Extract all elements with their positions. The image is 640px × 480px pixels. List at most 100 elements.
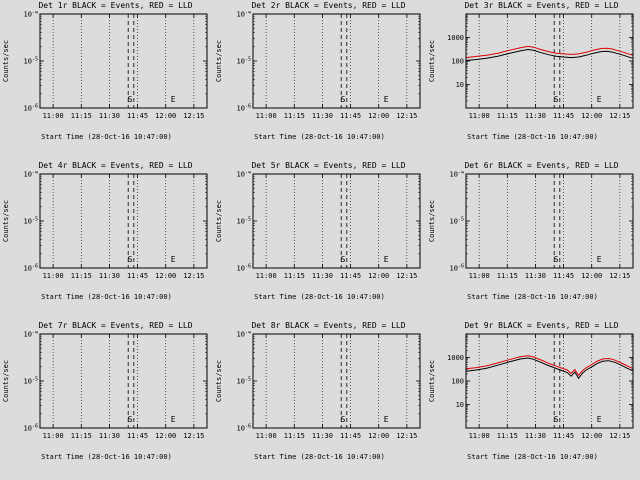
- x-tick-label: 11:45: [127, 432, 148, 440]
- flare-marker-E: E: [597, 415, 602, 424]
- x-tick-label: 11:15: [497, 112, 518, 120]
- x-tick-label: 11:30: [99, 432, 120, 440]
- panel-title: Det 2r BLACK = Events, RED = LLD: [251, 1, 406, 10]
- panel-title: Det 1r BLACK = Events, RED = LLD: [38, 1, 193, 10]
- flare-marker-E: E: [384, 95, 389, 104]
- x-tick-label: 12:15: [183, 432, 204, 440]
- panel-det-4r: Det 4r BLACK = Events, RED = LLD Counts/…: [0, 160, 213, 320]
- plot-frame: [39, 13, 208, 109]
- series-events: [465, 357, 634, 380]
- panel-title: Det 7r BLACK = Events, RED = LLD: [38, 321, 193, 330]
- x-tick-label: 11:45: [340, 432, 361, 440]
- x-tick-label: 12:00: [581, 272, 602, 280]
- flare-marker-E: E: [171, 415, 176, 424]
- flare-marker-S: S: [128, 255, 133, 264]
- y-tick-label: 10-4: [24, 171, 38, 179]
- x-tick-label: 11:15: [71, 272, 92, 280]
- y-tick-label: 10-5: [237, 217, 251, 226]
- flare-marker-E: E: [384, 415, 389, 424]
- y-tick-label: 1000: [447, 354, 464, 362]
- flare-marker-S: S: [341, 255, 346, 264]
- x-tick-label: 11:45: [340, 112, 361, 120]
- y-tick-label: 100: [451, 378, 464, 386]
- x-tick-label: 11:30: [525, 432, 546, 440]
- plot-area-det-1r: 11:00 11:15 11:30 11:45 12:00 12:15 10-4 10-5 10…: [24, 11, 208, 120]
- x-tick-label: 12:00: [155, 272, 176, 280]
- y-tick-label: 10-5: [450, 217, 464, 226]
- x-tick-label: 11:00: [256, 272, 277, 280]
- x-tick-label: 12:00: [581, 112, 602, 120]
- flare-marker-E: E: [597, 255, 602, 264]
- panel-det-8r: Det 8r BLACK = Events, RED = LLD Counts/…: [213, 320, 426, 480]
- x-tick-label: 11:15: [71, 112, 92, 120]
- panel-det-1r: Det 1r BLACK = Events, RED = LLD Counts/…: [0, 0, 213, 160]
- x-tick-label: 11:00: [469, 432, 490, 440]
- x-tick-label: 12:15: [609, 432, 630, 440]
- y-tick-label: 10-6: [24, 104, 38, 113]
- x-tick-label: 12:15: [396, 432, 417, 440]
- plot-frame: [465, 333, 634, 429]
- plot-frame: [39, 173, 208, 269]
- plot-area-det-2r: 11:00 11:15 11:30 11:45 12:00 12:15 10-4 10-5 10…: [237, 11, 421, 120]
- y-tick-label: 10-5: [24, 377, 38, 386]
- plot-frame: [465, 173, 634, 269]
- x-axis-label: Start Time (28-Oct-16 10:47:00): [467, 133, 598, 141]
- x-tick-label: 11:00: [43, 432, 64, 440]
- y-tick-label: 100: [451, 58, 464, 66]
- x-tick-label: 12:00: [155, 432, 176, 440]
- series-lld: [465, 355, 634, 377]
- x-tick-label: 12:15: [183, 272, 204, 280]
- y-tick-label: 10-4: [237, 331, 251, 339]
- y-tick-label: 10-5: [237, 377, 251, 386]
- x-axis-label: Start Time (28-Oct-16 10:47:00): [254, 453, 385, 461]
- x-tick-label: 11:15: [71, 432, 92, 440]
- y-tick-label: 10-4: [237, 11, 251, 19]
- y-tick-label: 10-6: [237, 104, 251, 113]
- flare-marker-S: S: [341, 415, 346, 424]
- panel-title: Det 5r BLACK = Events, RED = LLD: [251, 161, 406, 170]
- x-tick-label: 12:15: [396, 272, 417, 280]
- panel-det-3r: Det 3r BLACK = Events, RED = LLD Counts/…: [426, 0, 639, 160]
- y-tick-label: 10-6: [24, 264, 38, 273]
- x-tick-label: 11:30: [99, 112, 120, 120]
- panel-det-7r: Det 7r BLACK = Events, RED = LLD Counts/…: [0, 320, 213, 480]
- x-tick-label: 11:00: [469, 272, 490, 280]
- x-tick-label: 11:15: [497, 432, 518, 440]
- x-tick-label: 11:30: [525, 112, 546, 120]
- y-tick-label: 10-6: [237, 264, 251, 273]
- x-tick-label: 12:15: [183, 112, 204, 120]
- plot-frame: [252, 333, 421, 429]
- plot-frame: [252, 13, 421, 109]
- panel-title: Det 6r BLACK = Events, RED = LLD: [464, 161, 619, 170]
- panel-det-5r: Det 5r BLACK = Events, RED = LLD Counts/…: [213, 160, 426, 320]
- x-tick-label: 11:15: [284, 272, 305, 280]
- x-tick-label: 12:00: [368, 272, 389, 280]
- flare-marker-E: E: [384, 255, 389, 264]
- flare-marker-E: E: [171, 95, 176, 104]
- plot-area-det-4r: 11:00 11:15 11:30 11:45 12:00 12:15 10-4 10-5 10…: [24, 171, 208, 280]
- plot-area-det-9r: 11:00 11:15 11:30 11:45 12:00 12:15 1000 100 10 S…: [447, 333, 634, 440]
- x-tick-label: 11:45: [127, 112, 148, 120]
- flare-marker-S: S: [554, 95, 559, 104]
- y-tick-label: 10-4: [237, 171, 251, 179]
- plot-frame: [465, 13, 634, 109]
- y-tick-label: 10-4: [450, 171, 464, 179]
- y-tick-label: 10: [456, 81, 464, 89]
- panel-det-2r: Det 2r BLACK = Events, RED = LLD Counts/…: [213, 0, 426, 160]
- x-tick-label: 11:45: [340, 272, 361, 280]
- flare-marker-S: S: [128, 415, 133, 424]
- y-tick-label: 10-5: [237, 57, 251, 66]
- flare-marker-S: S: [554, 415, 559, 424]
- x-tick-label: 11:45: [553, 272, 574, 280]
- x-tick-label: 11:00: [256, 112, 277, 120]
- flare-marker-E: E: [171, 255, 176, 264]
- y-tick-label: 10-4: [24, 331, 38, 339]
- panel-det-9r: Det 9r BLACK = Events, RED = LLD Counts/…: [426, 320, 639, 480]
- plot-area-det-3r: 11:00 11:15 11:30 11:45 12:00 12:15 1000 100 10 S…: [447, 13, 634, 120]
- x-axis-label: Start Time (28-Oct-16 10:47:00): [41, 133, 172, 141]
- flare-marker-S: S: [341, 95, 346, 104]
- panel-title: Det 4r BLACK = Events, RED = LLD: [38, 161, 193, 170]
- x-tick-label: 11:30: [312, 272, 333, 280]
- x-tick-label: 12:15: [609, 272, 630, 280]
